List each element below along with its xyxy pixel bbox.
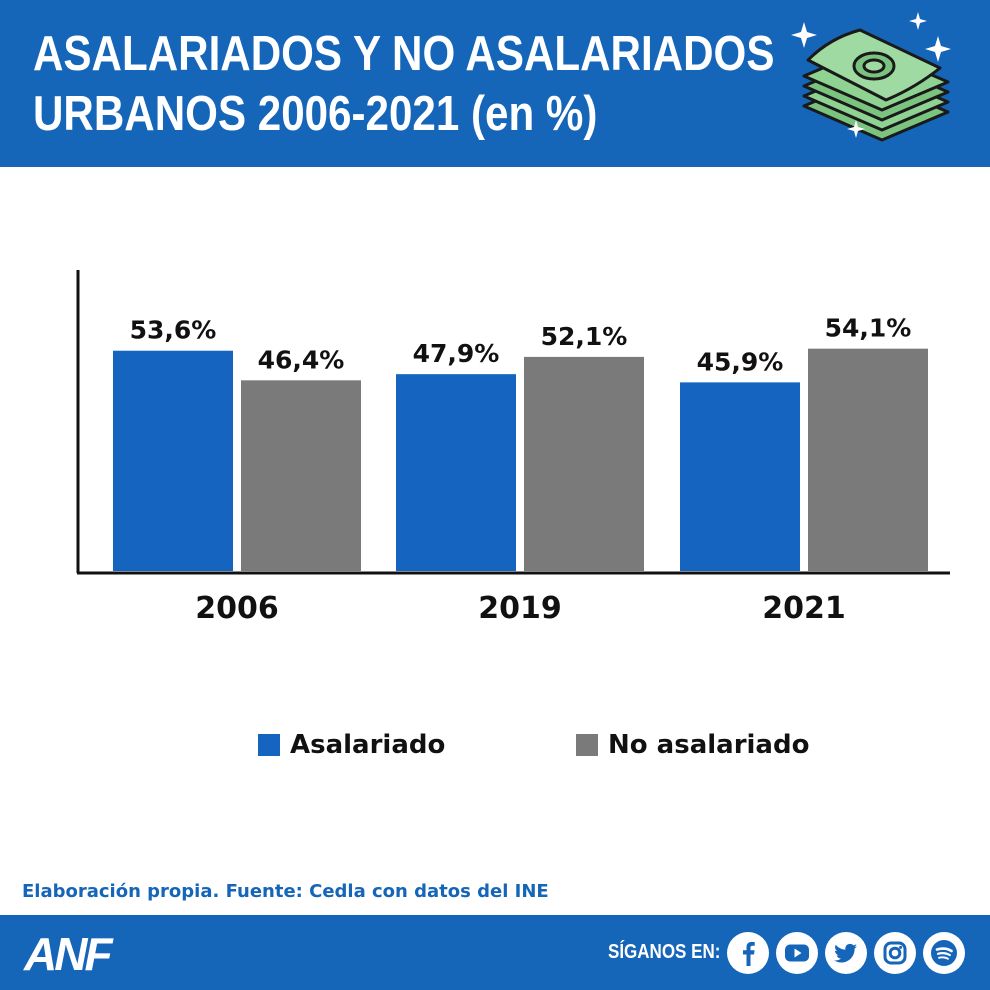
x-tick-label-2019: 2019 — [478, 591, 562, 626]
bar-asalariado-2021 — [680, 382, 800, 571]
youtube-icon[interactable] — [776, 932, 818, 974]
bar-no-asalariado-2019 — [524, 356, 644, 571]
legend-label-no-asalariado: No asalariado — [608, 730, 810, 760]
legend-label-asalariado: Asalariado — [290, 730, 446, 760]
bar-chart: 53,6%46,4% 47,9%52,1%45,9%54,1% 2006 2019 2… — [76, 270, 950, 626]
anf-logo[interactable]: ANF — [24, 928, 113, 980]
twitter-icon[interactable] — [825, 932, 867, 974]
value-label-no-asalariado-2019: 52,1% — [541, 322, 628, 351]
value-label-no-asalariado-2006: 46,4% — [258, 345, 345, 374]
title-line-1: ASALARIADOS Y NO ASALARIADOS — [33, 27, 775, 81]
source-note: Elaboración propia. Fuente: Cedla con da… — [22, 881, 549, 902]
page-title: ASALARIADOS Y NO ASALARIADOS URBANOS 200… — [33, 24, 775, 144]
follow-us-label: SÍGANOS EN: — [608, 941, 721, 963]
footer-bar: ANF SÍGANOS EN: — [0, 915, 990, 990]
x-tick-label-2006: 2006 — [195, 591, 279, 626]
bar-asalariado-2019 — [396, 374, 516, 571]
legend-swatch-no-asalariado — [576, 734, 598, 756]
value-label-asalariado-2019: 47,9% — [413, 339, 500, 368]
legend-item-no-asalariado: No asalariado — [576, 725, 809, 765]
value-label-no-asalariado-2021: 54,1% — [825, 314, 912, 343]
money-stack-icon — [791, 12, 951, 142]
bar-no-asalariado-2006 — [241, 380, 361, 571]
spotify-icon[interactable] — [923, 932, 965, 974]
legend-swatch-asalariado — [258, 734, 280, 756]
bars-layer — [113, 348, 928, 571]
header-banner: ASALARIADOS Y NO ASALARIADOS URBANOS 200… — [0, 0, 990, 167]
value-label-asalariado-2021: 45,9% — [697, 347, 784, 376]
value-labels-layer: 53,6% 46,4% 47,9% 52,1% 45,9% 54,1% — [130, 314, 912, 377]
facebook-icon[interactable] — [727, 932, 769, 974]
value-label-asalariado-2006: 53,6% — [130, 316, 217, 345]
chart-legend: Asalariado No asalariado — [0, 725, 990, 765]
x-tick-label-2021: 2021 — [762, 591, 846, 626]
title-line-2: URBANOS 2006-2021 (en %) — [33, 87, 598, 141]
instagram-icon[interactable] — [874, 932, 916, 974]
legend-item-asalariado: Asalariado — [258, 725, 445, 765]
bar-asalariado-2006 — [113, 350, 233, 571]
x-tick-labels-layer: 2006 2019 2021 — [195, 591, 846, 626]
bar-no-asalariado-2021 — [808, 348, 928, 571]
